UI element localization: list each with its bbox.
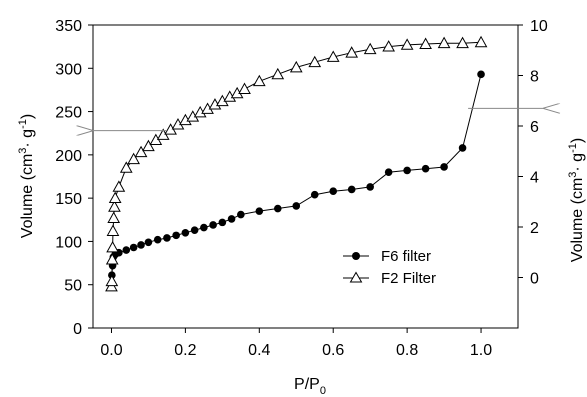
series-0-point-14 <box>200 223 208 232</box>
y-left-tick-label-2: 100 <box>55 234 82 251</box>
y-left-tick-label-3: 150 <box>55 191 82 208</box>
legend: F6 filter F2 Filter <box>343 248 436 287</box>
series-1-point-34 <box>400 38 414 50</box>
series-1-point-27 <box>271 67 285 80</box>
x-tick-label-2: 0.4 <box>248 342 270 359</box>
y-left-tick-label-6: 300 <box>55 61 82 78</box>
series-0-point-16 <box>218 218 227 227</box>
y-right-tick-label-5: 10 <box>530 18 548 35</box>
series-0-line <box>111 74 482 276</box>
x-tick-label-1: 0.2 <box>174 342 196 359</box>
series-0-point-10 <box>163 234 171 242</box>
y-right-tick-label-1: 2 <box>530 220 539 237</box>
y-left-tick-label-4: 200 <box>55 148 82 165</box>
y-right-tick-label-4: 8 <box>530 69 539 86</box>
series-1-point-1 <box>105 274 119 287</box>
series-0-point-25 <box>366 183 374 191</box>
y-right-tick-label-2: 4 <box>530 170 539 187</box>
series-1-point-2 <box>105 253 119 265</box>
series-0-point-12 <box>181 228 190 237</box>
series-1-point-28 <box>289 60 303 73</box>
series-1-point-9 <box>119 161 133 173</box>
legend-f2-marker <box>349 271 363 283</box>
series-1-point-37 <box>456 36 469 49</box>
x-tick-label-3: 0.6 <box>322 342 344 359</box>
series-0-point-13 <box>190 226 199 234</box>
series-0-point-15 <box>209 221 217 229</box>
series-1-point-4 <box>106 224 120 236</box>
series-1-point-25 <box>238 82 251 94</box>
x-tick-label-5: 1.0 <box>470 342 492 359</box>
series-1-point-31 <box>345 46 359 58</box>
series-1-point-11 <box>134 145 148 158</box>
series-0-point-6 <box>129 243 138 252</box>
series-0-point-20 <box>273 204 282 213</box>
series-0-point-23 <box>329 187 338 196</box>
series-1-point-36 <box>437 36 451 49</box>
y-right-tick-label-3: 6 <box>530 119 539 136</box>
series-1-point-3 <box>106 240 119 253</box>
series-1-point-32 <box>363 42 377 55</box>
x-tick-label-0: 0.0 <box>100 342 122 359</box>
series-0-point-31 <box>477 70 485 79</box>
legend-f2-label: F2 Filter <box>381 270 436 287</box>
legend-f6-label: F6 filter <box>381 248 431 265</box>
series-1-point-29 <box>308 55 322 68</box>
series-0-point-17 <box>227 215 236 223</box>
x-axis-title: P/P0 <box>294 376 326 397</box>
series-0-point-24 <box>347 185 356 194</box>
legend-f6-marker <box>352 252 360 260</box>
series-0-point-5 <box>122 246 131 254</box>
series-markers <box>105 35 488 292</box>
series-1-point-35 <box>419 37 432 49</box>
x-tick-label-4: 0.8 <box>396 342 418 359</box>
series-1-point-30 <box>326 50 340 62</box>
series-0-point-11 <box>172 231 180 240</box>
series-0-point-30 <box>458 144 467 152</box>
series-1-point-7 <box>108 191 122 204</box>
series-0-point-26 <box>384 168 393 176</box>
y-left-tick-label-5: 250 <box>55 105 82 122</box>
series-0-point-8 <box>144 238 153 247</box>
y-right-axis-title: Volume (cm3· g-1) <box>567 138 586 262</box>
series-1-point-12 <box>142 139 155 152</box>
series-0-point-29 <box>440 163 448 171</box>
axis-arrows <box>93 108 543 130</box>
y-left-axis-title: Volume (cm3· g-1) <box>17 114 36 238</box>
series-1-point-33 <box>382 40 396 52</box>
y-left-tick-label-7: 350 <box>55 18 82 35</box>
series-1-point-5 <box>107 211 121 223</box>
series-0-point-28 <box>421 164 430 173</box>
series-1-point-6 <box>108 200 121 212</box>
series-0-point-22 <box>310 190 319 199</box>
series-0-point-7 <box>137 241 145 249</box>
series-0-point-18 <box>237 210 245 219</box>
axis-tick-labels: 0.0 0.2 0.4 0.6 0.8 1.0 0 50 100 150 200 250 300 350 0… <box>55 18 548 359</box>
y-right-tick-label-0: 0 <box>530 271 539 288</box>
series-1-point-8 <box>112 180 126 192</box>
series-1-point-38 <box>474 35 488 48</box>
plot-frame <box>92 24 519 329</box>
y-left-tick-label-0: 0 <box>73 321 82 338</box>
series-0-point-21 <box>292 202 301 210</box>
series-0-point-9 <box>153 235 162 244</box>
series-1-point-10 <box>127 152 141 165</box>
y-left-tick-label-1: 50 <box>64 278 82 295</box>
series-0-point-27 <box>403 166 411 175</box>
series-0-point-19 <box>255 207 264 215</box>
axis-ticks <box>88 24 523 333</box>
series-1-point-26 <box>252 74 266 87</box>
